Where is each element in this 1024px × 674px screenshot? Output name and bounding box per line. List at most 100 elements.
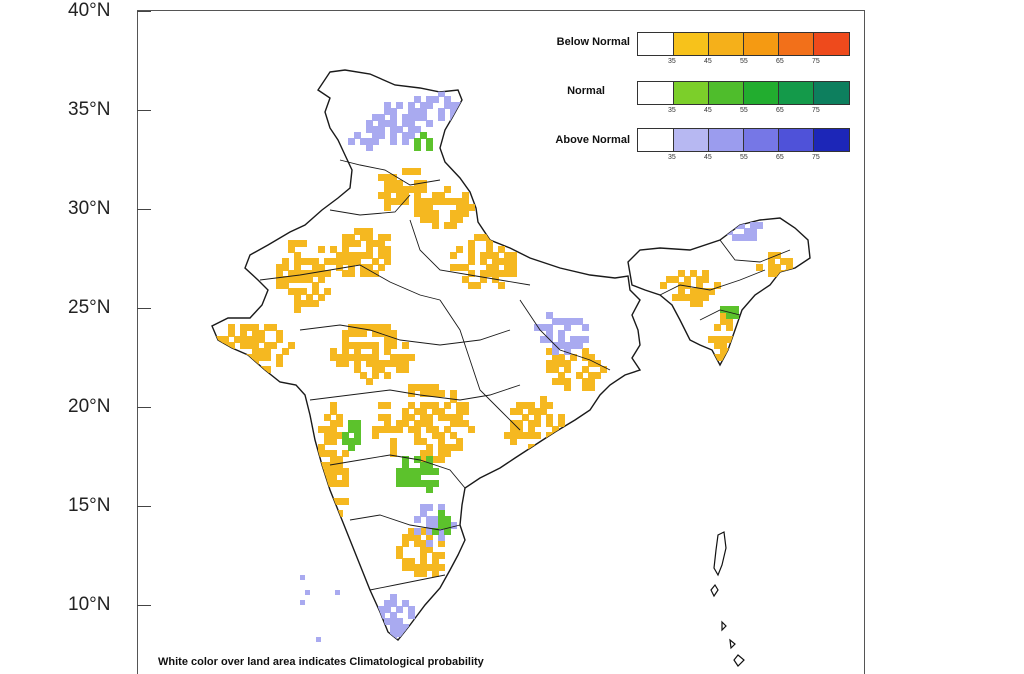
below-normal-patch (468, 204, 475, 211)
below-normal-patch (438, 540, 445, 547)
below-normal-patch (444, 414, 451, 421)
below-normal-patch (510, 252, 517, 259)
below-normal-patch (516, 432, 523, 439)
below-normal-patch (378, 402, 385, 409)
above-normal-patch (540, 324, 547, 331)
below-normal-patch (288, 270, 295, 277)
normal-patch (408, 468, 415, 475)
above-normal-patch (540, 336, 547, 343)
legend-tick-label: 75 (812, 154, 820, 161)
below-normal-patch (456, 414, 463, 421)
below-normal-patch (438, 414, 445, 421)
below-normal-patch (420, 210, 427, 217)
below-normal-patch (348, 354, 355, 361)
below-normal-patch (462, 204, 469, 211)
above-normal-patch (390, 600, 397, 607)
below-normal-patch (666, 276, 673, 283)
below-normal-patch (366, 240, 373, 247)
above-normal-patch (444, 96, 451, 103)
color-swatch (744, 129, 779, 151)
below-normal-patch (594, 372, 601, 379)
below-normal-patch (378, 264, 385, 271)
below-normal-patch (420, 456, 427, 463)
below-normal-patch (420, 450, 427, 457)
below-normal-patch (420, 438, 427, 445)
above-normal-patch (726, 222, 733, 229)
below-normal-patch (708, 336, 715, 343)
below-normal-patch (294, 270, 301, 277)
below-normal-patch (414, 432, 421, 439)
below-normal-patch (384, 336, 391, 343)
normal-patch (432, 528, 439, 535)
above-normal-patch (384, 108, 391, 115)
below-normal-patch (498, 258, 505, 265)
above-normal-patch (378, 132, 385, 139)
below-normal-patch (396, 192, 403, 199)
below-normal-patch (420, 204, 427, 211)
below-normal-patch (276, 270, 283, 277)
normal-patch (414, 480, 421, 487)
below-normal-patch (384, 234, 391, 241)
below-normal-patch (384, 180, 391, 187)
below-normal-patch (426, 564, 433, 571)
below-normal-patch (540, 402, 547, 409)
color-swatch (709, 129, 744, 151)
below-normal-patch (450, 216, 457, 223)
below-normal-patch (432, 402, 439, 409)
color-swatch (779, 129, 814, 151)
below-normal-patch (468, 252, 475, 259)
above-normal-patch (390, 630, 397, 637)
below-normal-patch (288, 276, 295, 283)
below-normal-patch (228, 324, 235, 331)
below-normal-patch (336, 462, 343, 469)
above-normal-patch (390, 120, 397, 127)
normal-patch (426, 486, 433, 493)
legend-tick-label: 65 (776, 107, 784, 114)
below-normal-patch (456, 204, 463, 211)
below-normal-patch (234, 354, 241, 361)
color-swatch (674, 129, 709, 151)
normal-patch (426, 456, 433, 463)
above-normal-patch (305, 590, 310, 595)
above-normal-patch (378, 606, 385, 613)
below-normal-patch (330, 408, 337, 415)
below-normal-patch (432, 222, 439, 229)
below-normal-patch (414, 420, 421, 427)
below-normal-patch (246, 342, 253, 349)
below-normal-patch (288, 342, 295, 349)
below-normal-patch (402, 186, 409, 193)
below-normal-patch (402, 360, 409, 367)
below-normal-patch (468, 258, 475, 265)
below-normal-patch (468, 270, 475, 277)
below-normal-patch (252, 324, 259, 331)
normal-patch (438, 522, 445, 529)
above-normal-patch (426, 102, 433, 109)
below-normal-patch (252, 342, 259, 349)
below-normal-patch (492, 270, 499, 277)
above-normal-patch (564, 342, 571, 349)
below-normal-patch (414, 408, 421, 415)
above-normal-patch (576, 342, 583, 349)
color-bar (637, 81, 850, 105)
below-normal-patch (432, 564, 439, 571)
below-normal-patch (270, 324, 277, 331)
below-normal-patch (372, 342, 379, 349)
below-normal-patch (366, 342, 373, 349)
below-normal-patch (582, 354, 589, 361)
below-normal-patch (444, 426, 451, 433)
above-normal-patch (372, 132, 379, 139)
below-normal-patch (300, 270, 307, 277)
below-normal-patch (324, 498, 331, 505)
below-normal-patch (366, 324, 373, 331)
above-normal-patch (570, 318, 577, 325)
above-normal-patch (402, 114, 409, 121)
below-normal-patch (438, 552, 445, 559)
above-normal-patch (438, 528, 445, 535)
below-normal-patch (534, 432, 541, 439)
below-normal-patch (720, 342, 727, 349)
above-normal-patch (426, 504, 433, 511)
normal-patch (426, 468, 433, 475)
below-normal-patch (426, 384, 433, 391)
above-normal-patch (408, 606, 415, 613)
below-normal-patch (678, 294, 685, 301)
